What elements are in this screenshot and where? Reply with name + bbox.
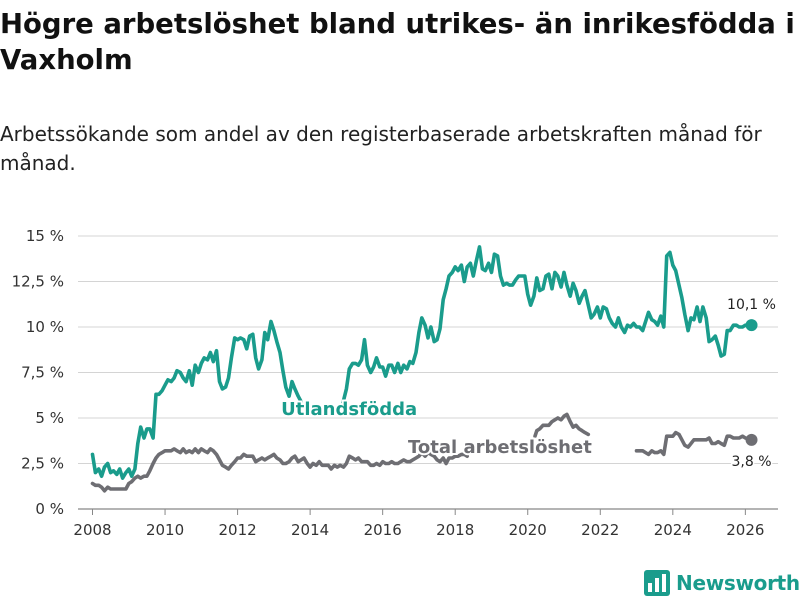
x-tick-label: 2012 <box>218 521 256 539</box>
end-value-label: 10,1 % <box>727 297 776 313</box>
x-tick-label: 2024 <box>654 521 692 539</box>
y-tick-label: 5 % <box>35 409 64 427</box>
series-labels: Utlandsfödda 10,1 % Total arbetslöshet 3,8 … <box>279 296 777 472</box>
grid-lines <box>78 235 778 510</box>
y-tick-label: 2,5 % <box>21 455 64 473</box>
y-axis-ticks: 0 % 2,5 % 5 % 7,5 % 10 % 12,5 % 15 % <box>12 227 64 518</box>
x-tick-label: 2014 <box>291 521 329 539</box>
series-line-total-arbetsl-shet <box>90 412 754 493</box>
series-line-utlandsf-dda <box>90 245 754 480</box>
end-value-label: 3,8 % <box>732 454 772 470</box>
x-tick-label: 2020 <box>509 521 547 539</box>
y-tick-label: 7,5 % <box>21 364 64 382</box>
x-tick-label: 2008 <box>73 521 111 539</box>
x-tick-label: 2018 <box>436 521 474 539</box>
bar-chart-icon <box>644 570 670 596</box>
y-tick-label: 0 % <box>35 500 64 518</box>
x-tick-label: 2010 <box>146 521 184 539</box>
series-layer <box>90 245 758 493</box>
x-axis-ticks: 2008 2010 2012 2014 2016 2018 2020 2022 2024 2026 <box>73 509 764 539</box>
chart-subtitle: Arbetssökande som andel av den registerb… <box>0 122 762 175</box>
y-tick-label: 10 % <box>26 318 64 336</box>
series-name-label: Total arbetslöshet <box>408 437 592 458</box>
y-tick-label: 15 % <box>26 227 64 245</box>
series-end-marker <box>745 433 758 446</box>
x-tick-label: 2022 <box>581 521 619 539</box>
x-tick-label: 2026 <box>726 521 764 539</box>
series-end-marker <box>745 319 758 332</box>
brand-name: Newsworthy <box>676 571 800 595</box>
newsworthy-logo: Newsworthy <box>644 568 800 598</box>
x-tick-label: 2016 <box>364 521 402 539</box>
series-name-label: Utlandsfödda <box>281 399 417 420</box>
chart-title: Högre arbetslöshet bland utrikes- än inr… <box>0 8 795 76</box>
y-tick-label: 12,5 % <box>12 273 64 291</box>
